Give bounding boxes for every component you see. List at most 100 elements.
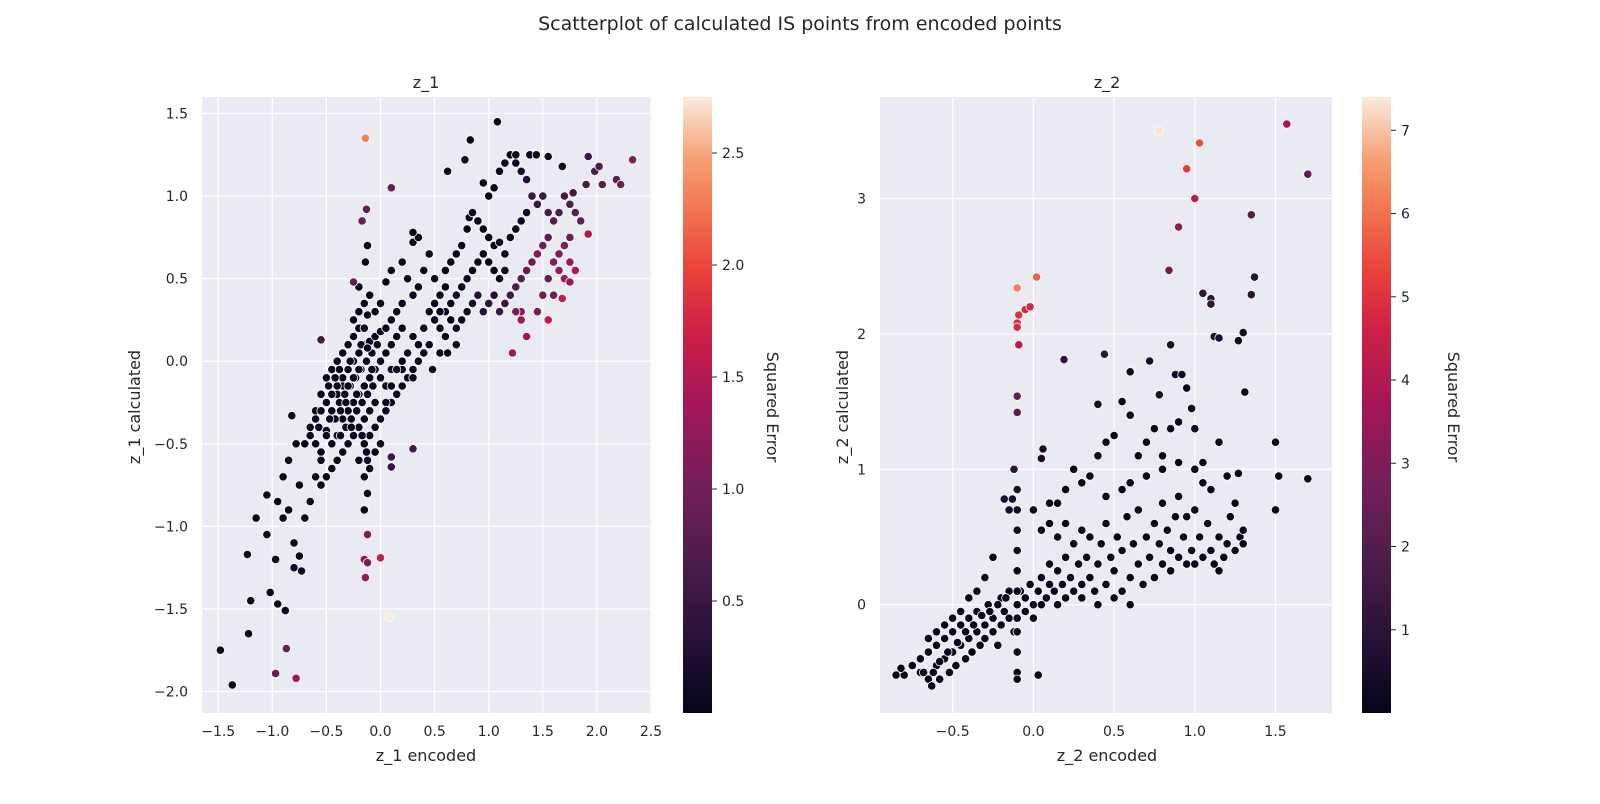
- colorbar-tick-label: 5: [1401, 290, 1410, 306]
- colorbar-tick-label: 4: [1401, 373, 1410, 389]
- data-point: [557, 293, 567, 304]
- data-point: [1190, 193, 1200, 204]
- axes-background: [880, 97, 1332, 713]
- data-point: [1036, 525, 1047, 535]
- data-point: [354, 348, 364, 358]
- data-point: [570, 265, 580, 275]
- data-point: [291, 439, 301, 449]
- data-point: [548, 290, 559, 300]
- data-point: [1125, 600, 1135, 610]
- data-point: [460, 155, 470, 165]
- data-point: [327, 364, 337, 375]
- data-point: [1012, 391, 1022, 401]
- data-point: [1125, 367, 1135, 377]
- data-point: [262, 529, 272, 540]
- x-tick-label: −1.5: [201, 724, 235, 740]
- data-point: [321, 430, 331, 441]
- data-point: [435, 348, 445, 358]
- data-point: [408, 227, 418, 237]
- data-point: [1012, 600, 1022, 610]
- data-point: [314, 422, 324, 432]
- data-point: [341, 397, 351, 408]
- data-point: [335, 430, 346, 441]
- data-point: [451, 249, 461, 259]
- data-point: [440, 282, 450, 292]
- data-point: [462, 224, 472, 234]
- data-point: [1093, 451, 1103, 461]
- data-point: [939, 633, 950, 644]
- data-point: [554, 208, 564, 218]
- data-point: [397, 298, 407, 308]
- data-point: [362, 241, 373, 251]
- data-point: [1059, 354, 1069, 365]
- x-tick-label: 0.5: [423, 724, 445, 740]
- plot-area: −0.5 0.0 0.5 1.0 1.5 0 1 2 3 1 2 3 4 5 6 7: [857, 97, 1410, 740]
- data-point: [1053, 532, 1063, 542]
- data-point: [357, 397, 367, 408]
- data-point: [484, 257, 494, 267]
- data-point: [565, 277, 575, 287]
- data-point: [1012, 505, 1022, 515]
- data-point: [1117, 484, 1127, 495]
- data-point: [251, 513, 261, 523]
- data-point: [952, 637, 963, 648]
- data-point: [370, 447, 380, 457]
- data-point: [316, 335, 326, 345]
- data-point: [343, 406, 353, 416]
- data-point: [543, 151, 553, 162]
- data-point: [1101, 518, 1111, 529]
- data-point: [999, 494, 1009, 504]
- data-point: [943, 647, 953, 657]
- data-point: [1028, 505, 1039, 515]
- data-point: [457, 241, 467, 251]
- data-point: [931, 627, 942, 637]
- data-point: [435, 290, 445, 300]
- y-tick-label: 3: [857, 192, 866, 208]
- data-point: [1009, 464, 1019, 474]
- y-tick-label: −1.5: [154, 602, 188, 618]
- data-point: [1001, 593, 1011, 603]
- data-point: [988, 552, 998, 562]
- data-point: [1049, 586, 1059, 596]
- data-point: [283, 505, 294, 515]
- colorbar: [1362, 97, 1391, 713]
- data-point: [999, 606, 1009, 617]
- data-point: [321, 397, 331, 408]
- data-point: [1036, 572, 1047, 583]
- data-point: [397, 323, 407, 333]
- data-point: [1125, 478, 1135, 488]
- data-point: [1238, 539, 1248, 549]
- data-point: [381, 348, 391, 358]
- data-point: [1077, 478, 1087, 488]
- data-point: [310, 439, 321, 449]
- data-point: [361, 447, 372, 457]
- data-point: [332, 356, 342, 366]
- data-point: [1061, 593, 1071, 603]
- data-point: [381, 397, 391, 408]
- x-tick-label: 2.0: [586, 724, 608, 740]
- data-point: [896, 663, 906, 673]
- data-point: [1233, 336, 1244, 346]
- data-point: [386, 462, 396, 472]
- y-tick-label: 0: [857, 598, 866, 614]
- data-point: [1164, 265, 1174, 275]
- data-point: [478, 224, 488, 234]
- colorbar-tick-label: 3: [1401, 456, 1410, 472]
- data-point: [1177, 369, 1187, 380]
- data-point: [972, 586, 982, 596]
- data-point: [1206, 545, 1216, 556]
- data-point: [500, 298, 510, 308]
- data-point: [516, 315, 526, 325]
- data-point: [1174, 491, 1184, 501]
- data-point: [543, 274, 553, 284]
- data-point: [554, 265, 564, 275]
- data-point: [996, 620, 1006, 630]
- data-point: [273, 599, 283, 609]
- data-point: [1020, 606, 1030, 617]
- colorbar-tick-label: 2: [1401, 540, 1410, 556]
- data-point: [1077, 525, 1087, 535]
- data-point: [1082, 552, 1092, 562]
- data-point: [305, 496, 315, 507]
- data-point: [489, 290, 499, 300]
- data-point: [500, 265, 510, 275]
